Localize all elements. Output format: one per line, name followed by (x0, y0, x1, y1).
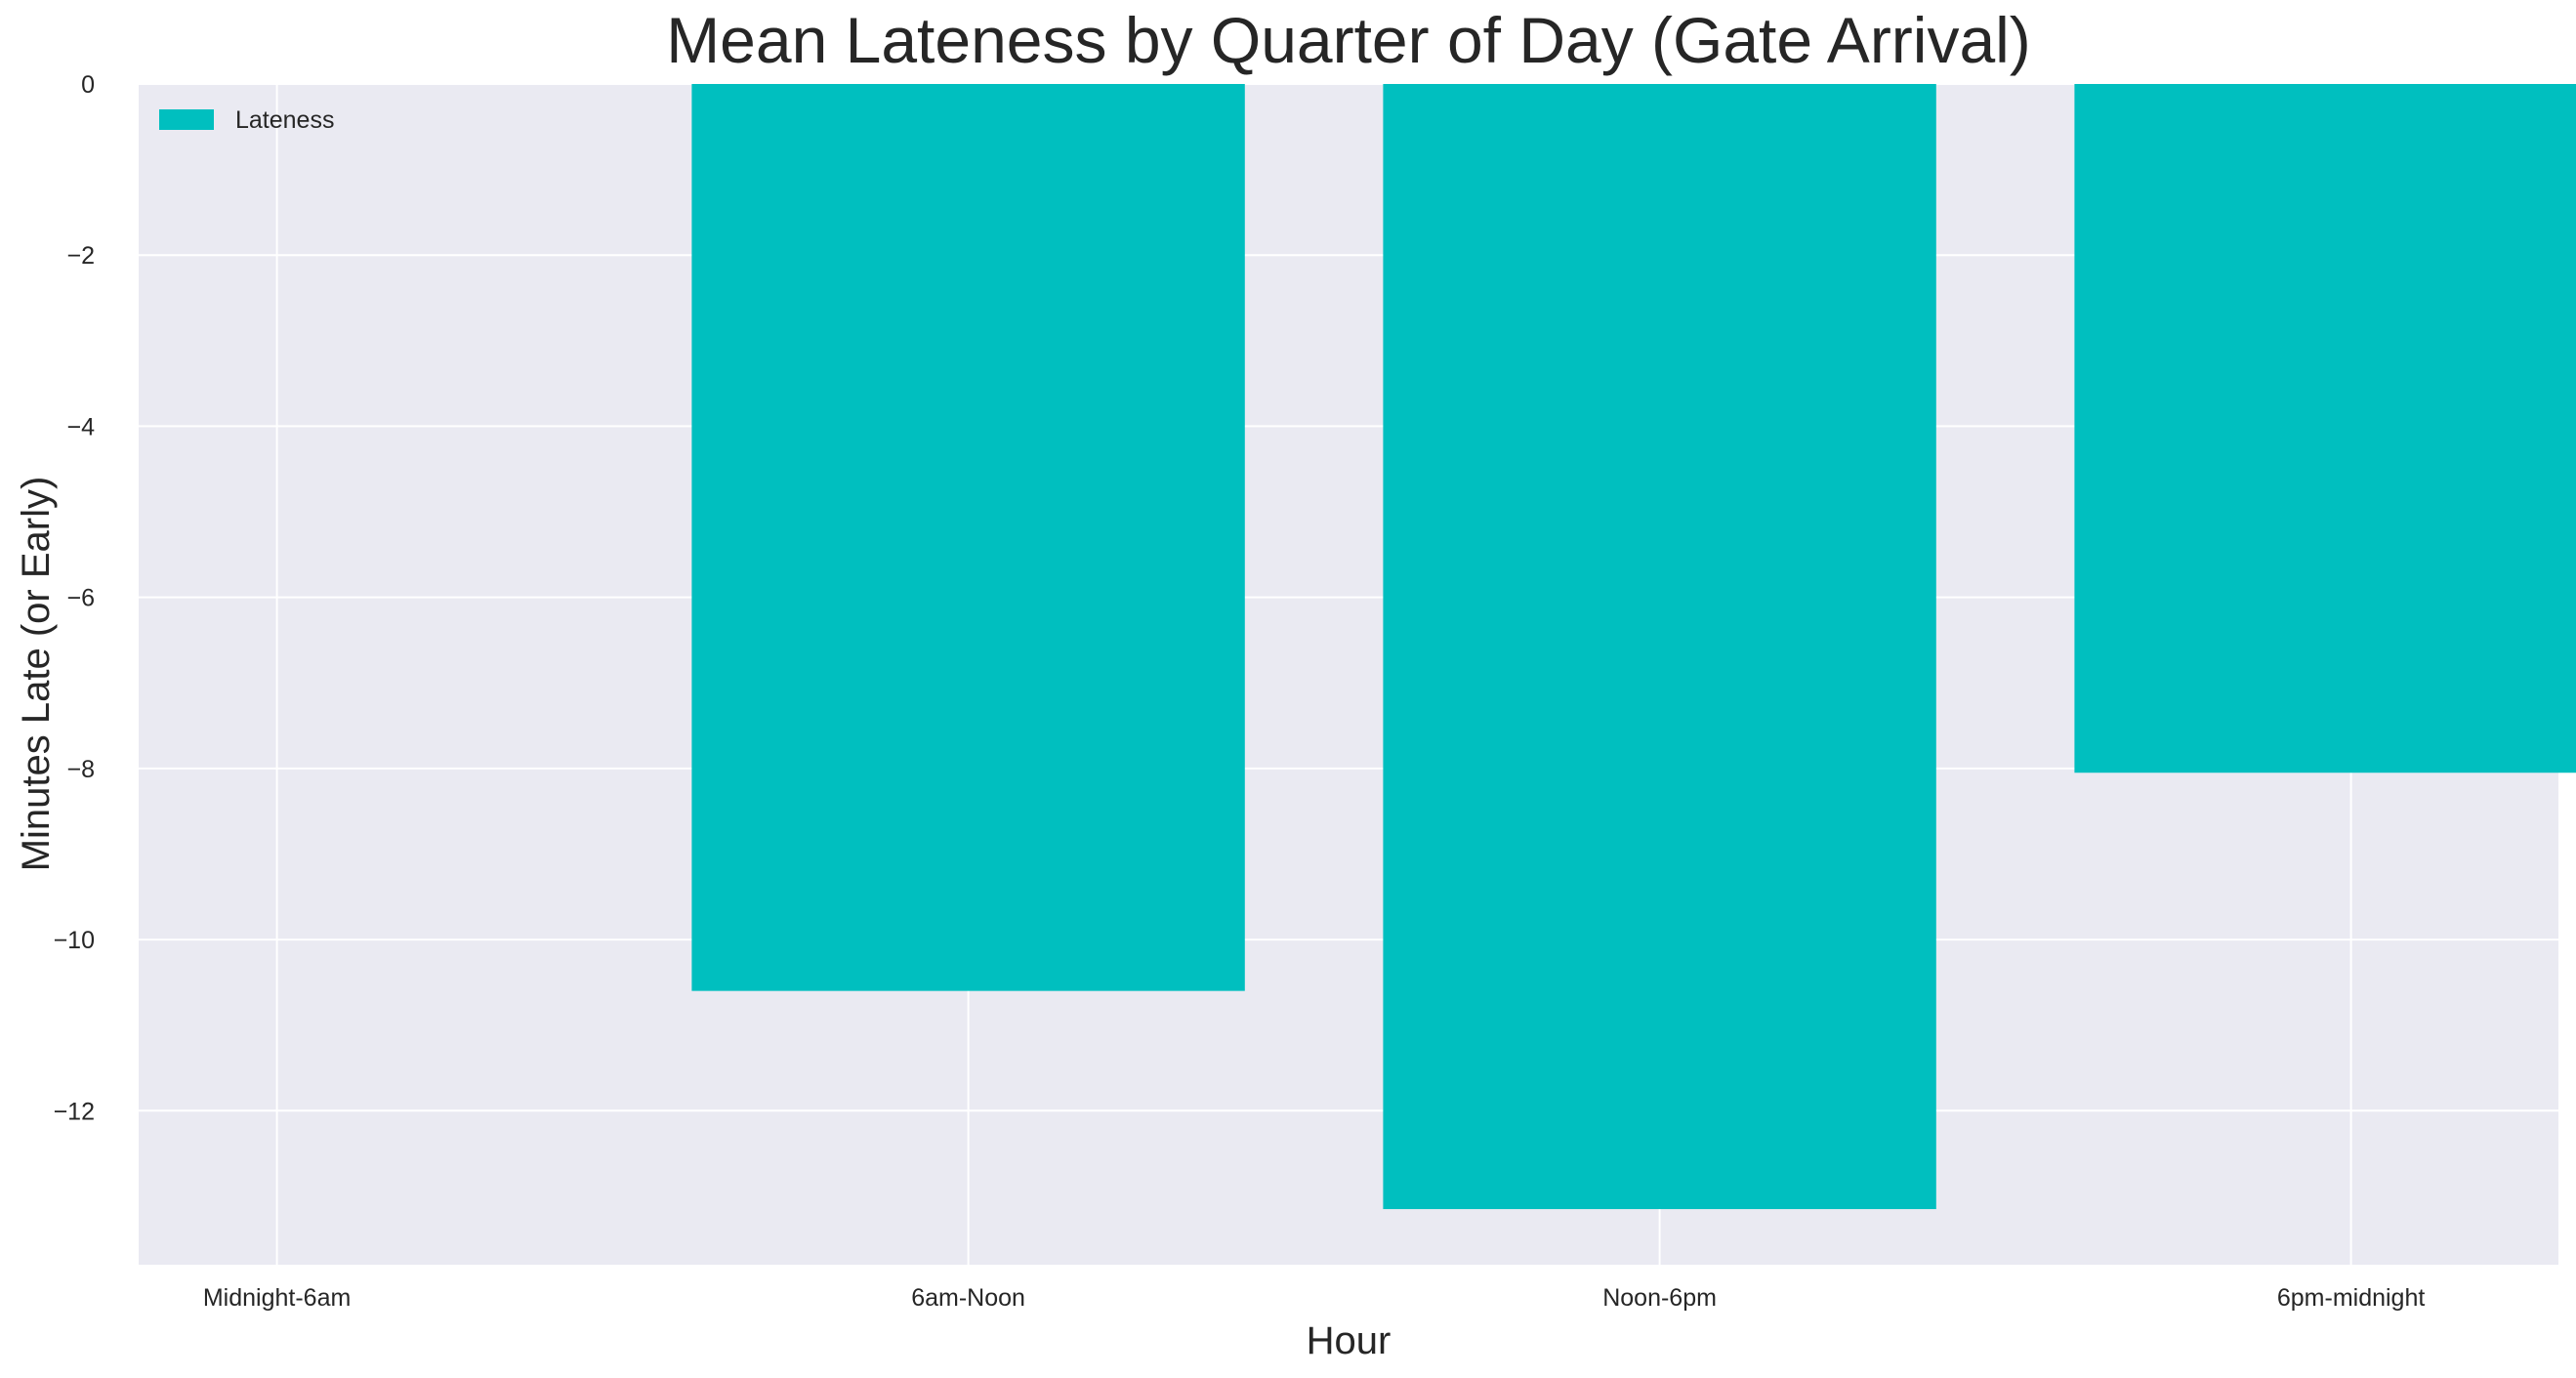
x-axis-label: Hour (1307, 1319, 1392, 1362)
y-tick-label: −6 (66, 585, 95, 612)
horizontal-gridlines (139, 83, 2558, 1112)
x-tick-label: 6pm-midnight (2277, 1284, 2426, 1312)
legend-swatch-lateness (159, 109, 214, 130)
x-tick-label: Midnight-6am (203, 1284, 351, 1312)
x-tick-label: Noon-6pm (1602, 1284, 1717, 1312)
y-tick-label: −2 (66, 242, 95, 270)
bar-6am-noon (691, 84, 1245, 991)
bar-6pm-midnight (2074, 84, 2576, 773)
y-axis-label: Minutes Late (or Early) (15, 477, 58, 872)
x-tick-labels: Midnight-6am 6am-Noon Noon-6pm 6pm-midnight (203, 1284, 2426, 1312)
y-tick-label: −12 (54, 1098, 95, 1125)
y-tick-label: −4 (66, 413, 95, 440)
y-tick-label: −8 (66, 756, 95, 783)
y-tick-label: 0 (81, 71, 95, 99)
legend-label-lateness: Lateness (235, 106, 334, 134)
y-tick-labels: 0 −2 −4 −6 −8 −10 −12 (54, 71, 96, 1125)
bar-noon-6pm (1383, 84, 1936, 1210)
legend: Lateness (159, 106, 334, 134)
bars (691, 84, 2576, 1210)
y-tick-label: −10 (54, 927, 95, 954)
chart-title: Mean Lateness by Quarter of Day (Gate Ar… (666, 4, 2031, 76)
x-tick-label: 6am-Noon (911, 1284, 1025, 1312)
